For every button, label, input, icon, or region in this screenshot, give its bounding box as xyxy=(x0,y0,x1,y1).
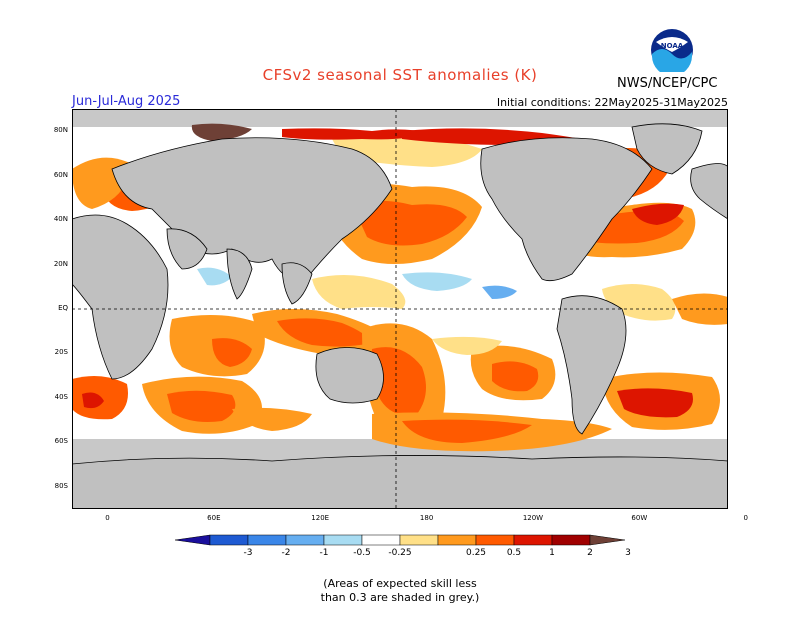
logo-lettering: NOAA xyxy=(661,42,684,50)
map-title: CFSv2 seasonal SST anomalies (K) xyxy=(262,66,538,84)
land-greenland xyxy=(631,123,703,175)
land-europe-west xyxy=(690,163,728,220)
low-skill-north xyxy=(72,109,728,127)
patch-arabian-sea xyxy=(197,267,232,286)
colorbar-tick-label: -0.25 xyxy=(388,548,412,558)
colorbar-segment xyxy=(285,534,325,546)
patch-sw-pacific-yellow xyxy=(432,336,502,355)
colorbar-segment xyxy=(475,534,515,546)
agency-label: NWS/NCEP/CPC xyxy=(617,76,718,91)
longitude-label: 120E xyxy=(311,514,330,522)
latitude-label: 20N xyxy=(53,259,68,268)
latitude-label: 80N xyxy=(53,126,68,135)
colorbar-tick-label: 0.25 xyxy=(465,548,487,558)
patch-tropical-pacific xyxy=(312,275,406,309)
patch-arctic-brown xyxy=(191,123,252,141)
colorbar-segment xyxy=(323,534,363,546)
sst-anomaly-map xyxy=(72,109,728,509)
latitude-label: 20S xyxy=(54,348,68,357)
colorbar-tick-label: -2 xyxy=(281,548,291,558)
longitude-label: 0 xyxy=(105,514,110,522)
colorbar-tick-label: -1 xyxy=(319,548,329,558)
patch-east-pacific-cold xyxy=(402,272,472,291)
colorbar-tick-label: 2 xyxy=(587,548,593,558)
longitude-label: 60E xyxy=(207,514,221,522)
skill-note-line-2: than 0.3 are shaded in grey.) xyxy=(320,591,480,604)
colorbar-tick-label: 0.5 xyxy=(506,548,522,558)
latitude-label: EQ xyxy=(58,304,68,312)
initial-conditions-label: Initial conditions: 22May2025-31May2025 xyxy=(496,96,728,109)
colorbar-tick-label: 1 xyxy=(549,548,555,558)
longitude-label: 60W xyxy=(631,514,648,522)
land-north-america xyxy=(480,137,653,282)
colorbar-max-arrow xyxy=(589,534,625,546)
patch-arctic-red xyxy=(282,128,432,140)
skill-note: (Areas of expected skill less than 0.3 a… xyxy=(0,577,800,605)
longitude-label: 120W xyxy=(522,514,544,522)
map-frame xyxy=(72,109,728,509)
colorbar-segment xyxy=(437,534,477,546)
colorbar-tick-label: -0.5 xyxy=(353,548,371,558)
colorbar-segment xyxy=(247,534,287,546)
colorbar-segment xyxy=(551,534,591,546)
land-arabia xyxy=(166,228,208,270)
latitude-label: 60N xyxy=(53,170,68,179)
longitude-label: 0 xyxy=(743,514,748,522)
colorbar-segment xyxy=(209,534,249,546)
colorbar-segment xyxy=(361,534,401,546)
colorbar-segment xyxy=(513,534,553,546)
latitude-label: 40N xyxy=(53,215,68,224)
colorbar-segment xyxy=(399,534,439,546)
latitude-label: 40S xyxy=(54,392,68,401)
skill-note-line-1: (Areas of expected skill less xyxy=(323,577,477,590)
land-australia xyxy=(315,347,384,404)
noaa-logo: NOAA xyxy=(650,28,694,76)
colorbar-tick-label: 3 xyxy=(625,548,631,558)
colorbar xyxy=(175,534,625,546)
latitude-label: 80S xyxy=(54,481,68,490)
colorbar-tick-label: -3 xyxy=(243,548,253,558)
colorbar-min-arrow xyxy=(175,534,211,546)
land-antarctica xyxy=(72,455,728,509)
land-india xyxy=(226,248,253,300)
land-masses xyxy=(72,123,728,509)
land-indochina xyxy=(281,262,313,305)
latitude-label: 60S xyxy=(54,437,68,446)
land-south-america xyxy=(556,295,627,435)
season-label: Jun-Jul-Aug 2025 xyxy=(72,94,181,109)
longitude-label: 180 xyxy=(419,514,434,522)
